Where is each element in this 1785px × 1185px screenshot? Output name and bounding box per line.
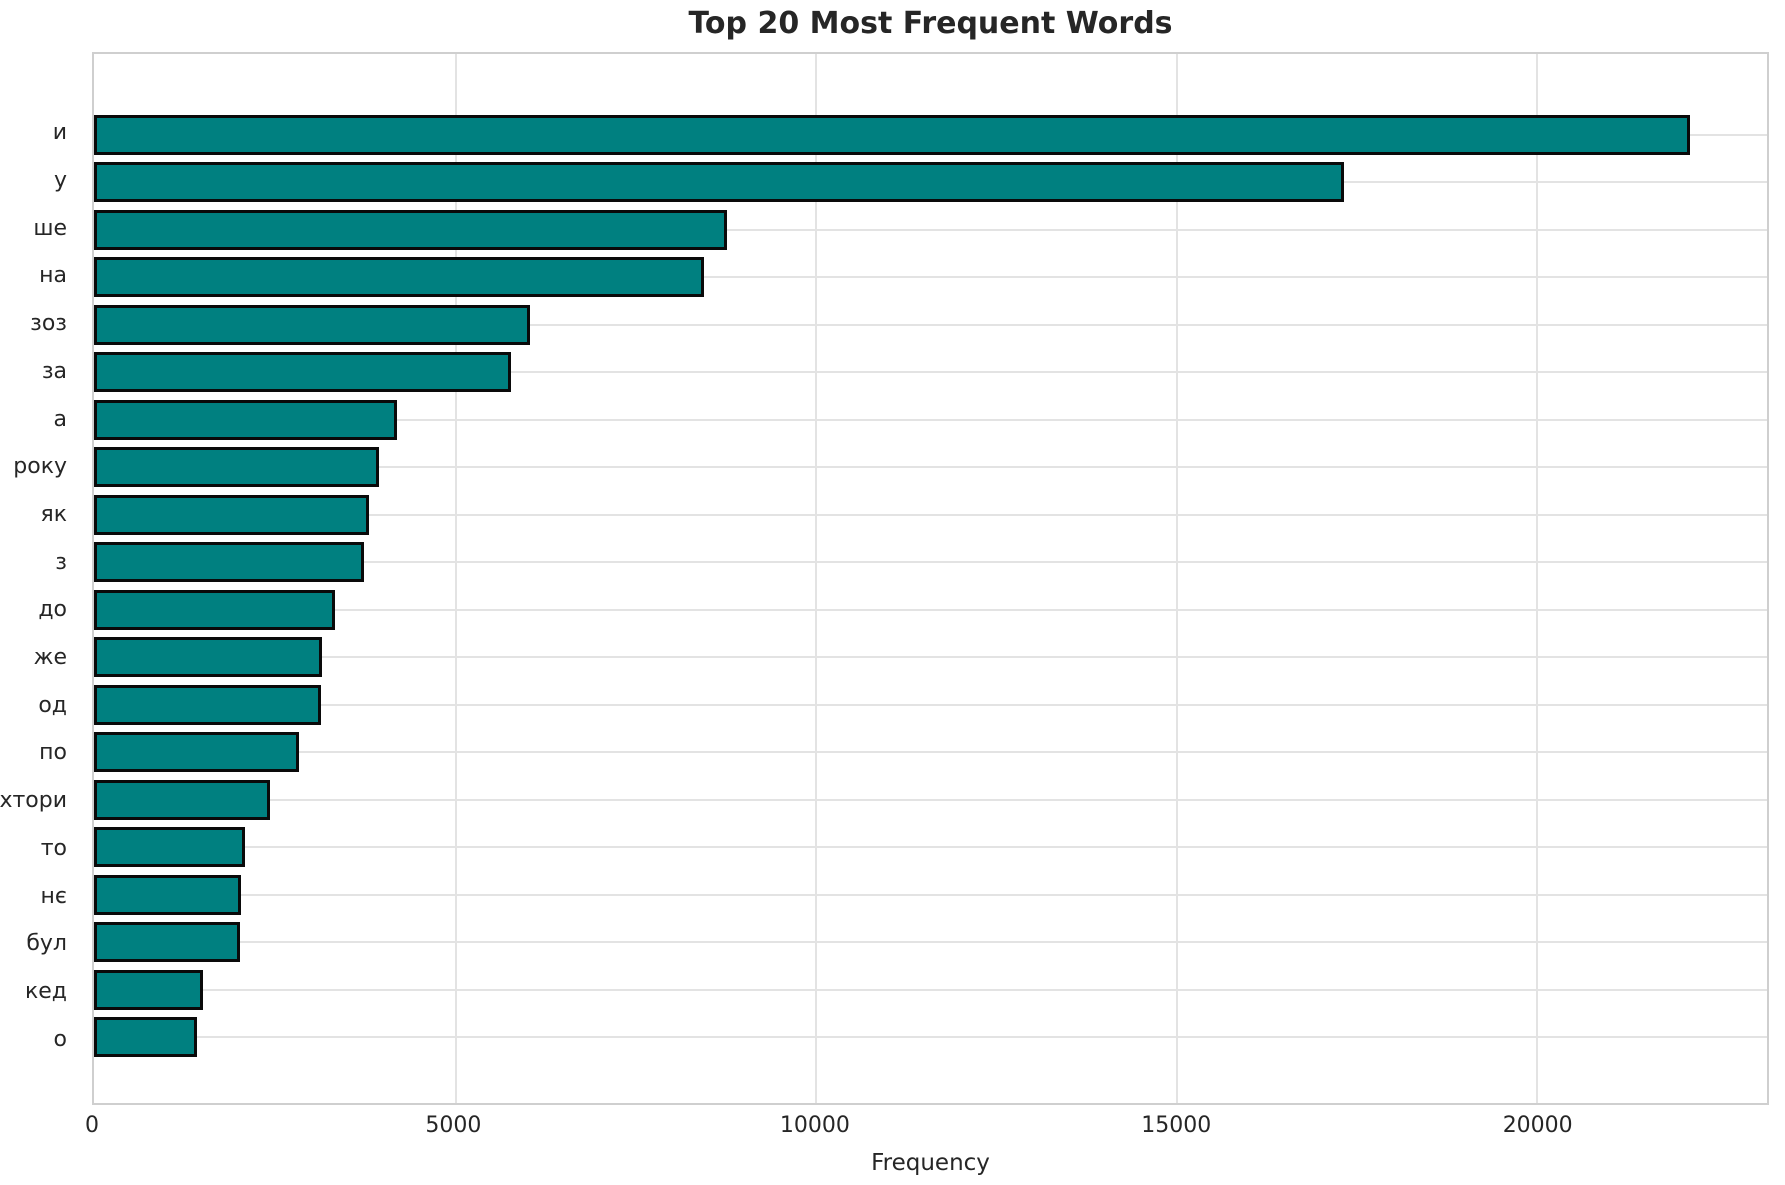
- y-tick-label: то: [40, 835, 67, 861]
- y-tick-label: у: [53, 168, 67, 194]
- x-tick-label: 5000: [425, 1113, 482, 1138]
- y-gridline: [94, 988, 1767, 991]
- bar-ше: [94, 209, 728, 250]
- y-gridline: [94, 418, 1767, 421]
- x-gridline: [1536, 54, 1539, 1103]
- bars-container: [94, 54, 1767, 1103]
- y-tick-label: од: [38, 692, 67, 718]
- x-tick-label: 15000: [1141, 1113, 1212, 1138]
- bar-хтори: [94, 779, 270, 820]
- bar-на: [94, 257, 705, 298]
- y-gridline: [94, 846, 1767, 849]
- y-gridline: [94, 893, 1767, 896]
- bar-бул: [94, 922, 240, 963]
- y-tick-label: по: [39, 740, 67, 766]
- bar-зоз: [94, 304, 531, 345]
- y-gridline: [94, 703, 1767, 706]
- x-gridline: [1175, 54, 1178, 1103]
- bar-по: [94, 732, 299, 773]
- y-tick-label: нє: [40, 883, 67, 909]
- bar-як: [94, 494, 370, 535]
- bar-и: [94, 114, 1690, 155]
- y-tick-label: за: [41, 358, 67, 384]
- y-tick-label: кед: [24, 979, 67, 1004]
- y-gridline: [94, 798, 1767, 801]
- bar-row: [94, 634, 1767, 682]
- bar-row: [94, 539, 1767, 587]
- y-tick-label: а: [53, 406, 67, 432]
- y-gridline: [94, 323, 1767, 326]
- y-gridline: [94, 466, 1767, 469]
- x-axis-ticks: 0 5000 10000 15000 20000: [0, 1113, 1785, 1143]
- bar-row: [94, 919, 1767, 967]
- bar-row: [94, 586, 1767, 634]
- bar-од: [94, 684, 322, 725]
- bar-row: [94, 444, 1767, 492]
- y-tick-label: року: [13, 454, 67, 480]
- bar-же: [94, 637, 322, 678]
- bar-року: [94, 447, 379, 488]
- bar-row: [94, 206, 1767, 254]
- y-gridline: [94, 371, 1767, 374]
- y-gridline: [94, 608, 1767, 611]
- x-tick-label: 0: [85, 1113, 99, 1138]
- y-tick-label: хтори: [0, 788, 67, 814]
- bar-row: [94, 254, 1767, 302]
- x-tick-label: 20000: [1502, 1113, 1573, 1138]
- bar-row: [94, 301, 1767, 349]
- x-tick-label: 10000: [779, 1113, 850, 1138]
- bar-row: [94, 349, 1767, 397]
- y-tick-label: як: [40, 501, 67, 527]
- y-gridline: [94, 561, 1767, 564]
- bar-row: [94, 824, 1767, 872]
- y-tick-label: ше: [33, 215, 67, 241]
- plot-area: [92, 52, 1769, 1105]
- bar-row: [94, 729, 1767, 777]
- y-tick-label: и: [52, 120, 67, 146]
- bar-row: [94, 966, 1767, 1014]
- y-gridline: [94, 276, 1767, 279]
- bar-row: [94, 159, 1767, 207]
- bar-row: [94, 396, 1767, 444]
- bar-row: [94, 776, 1767, 824]
- bar-до: [94, 589, 335, 630]
- y-gridline: [94, 656, 1767, 659]
- bar-у: [94, 162, 1344, 203]
- bar-row: [94, 1014, 1767, 1062]
- y-tick-label: з: [55, 549, 67, 575]
- x-gridline: [454, 54, 457, 1103]
- chart-title: Top 20 Most Frequent Words: [688, 6, 1173, 41]
- bar-нє: [94, 874, 242, 915]
- x-axis-title: Frequency: [871, 1150, 990, 1176]
- bar-row: [94, 111, 1767, 159]
- y-axis-labels: и у ше на зоз за а року як з до же од по хтори то нє бул к…: [0, 52, 80, 1105]
- bar-з: [94, 542, 365, 583]
- y-gridline: [94, 751, 1767, 754]
- bar-row: [94, 491, 1767, 539]
- bar-row: [94, 681, 1767, 729]
- y-gridline: [94, 1036, 1767, 1039]
- y-gridline: [94, 941, 1767, 944]
- bar-а: [94, 399, 397, 440]
- y-gridline: [94, 228, 1767, 231]
- y-gridline: [94, 513, 1767, 516]
- y-tick-label: зоз: [30, 311, 67, 337]
- y-tick-label: же: [33, 645, 67, 671]
- y-tick-label: до: [38, 597, 67, 623]
- bar-то: [94, 827, 246, 868]
- y-tick-label: о: [53, 1026, 67, 1052]
- y-tick-label: на: [39, 263, 67, 289]
- x-gridline: [815, 54, 818, 1103]
- bar-за: [94, 352, 511, 393]
- bar-row: [94, 871, 1767, 919]
- y-tick-label: бул: [26, 931, 67, 957]
- bar-кед: [94, 969, 203, 1010]
- bar-о: [94, 1017, 198, 1058]
